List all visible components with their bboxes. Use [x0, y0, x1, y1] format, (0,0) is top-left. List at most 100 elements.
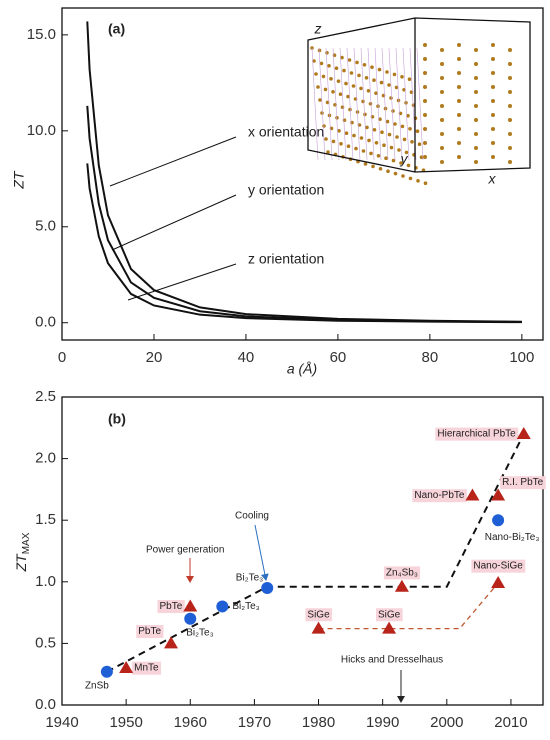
point [184, 612, 197, 625]
point [261, 581, 274, 594]
x-tick-label: 1950 [109, 714, 142, 731]
y-tick-label: 0.0 [35, 314, 56, 331]
y-tick-label: 15.0 [27, 26, 56, 43]
annotation-arrow [254, 524, 269, 581]
atom [508, 132, 512, 136]
atom [440, 146, 444, 150]
point [491, 488, 506, 501]
atom [363, 112, 367, 117]
atom [508, 104, 512, 108]
atom [342, 68, 346, 73]
bond [346, 47, 354, 161]
point [465, 488, 480, 501]
atom [423, 99, 427, 103]
y-tick-label: 0.0 [35, 696, 56, 713]
atom [423, 71, 427, 75]
atom [352, 133, 356, 138]
atom [457, 141, 461, 145]
point [394, 579, 409, 592]
inset-axis-label: z [314, 21, 322, 37]
atom [366, 89, 371, 93]
atom [440, 104, 444, 108]
atom [355, 60, 359, 65]
series-label: y orientation [248, 182, 324, 198]
atom [417, 142, 422, 146]
atom [344, 131, 349, 135]
series-label: x orientation [248, 124, 324, 140]
atom [404, 150, 409, 155]
atom [387, 132, 392, 137]
atom [440, 118, 444, 122]
atom [457, 85, 461, 89]
atom [491, 43, 495, 47]
atom [385, 70, 389, 74]
atom [474, 76, 478, 80]
atom [491, 127, 495, 131]
atom [508, 48, 512, 52]
atom [457, 71, 461, 75]
inset-box [307, 17, 531, 173]
point [164, 636, 179, 649]
atom [396, 98, 401, 103]
atom [423, 57, 427, 61]
atom [339, 142, 343, 146]
leader-line [127, 263, 237, 301]
point [516, 426, 531, 439]
y-tick-label: 0.5 [35, 634, 56, 651]
point-label: MnTe [134, 663, 159, 674]
atom [331, 139, 336, 144]
point-label: Bi₂Te₃ [232, 601, 259, 612]
inset-axis-label: y [400, 151, 409, 167]
atom [316, 85, 320, 89]
atom [440, 132, 444, 136]
atom [361, 99, 365, 104]
atom [371, 164, 375, 169]
atom [326, 150, 330, 154]
atom [377, 67, 382, 72]
bond [381, 47, 389, 161]
atom [423, 85, 427, 89]
atom [440, 62, 444, 66]
atom [338, 92, 343, 96]
atom [346, 94, 350, 99]
atom [394, 85, 399, 90]
bond [367, 47, 375, 161]
atom [508, 76, 512, 80]
atom [380, 130, 384, 134]
point-label: Zn₄Sb₃ [386, 567, 418, 578]
x-tick-label: 2010 [494, 714, 527, 731]
point-label: R.I. PbTe [502, 477, 544, 488]
atom [359, 86, 363, 91]
point [100, 665, 113, 678]
x-tick-label: 1960 [174, 714, 207, 731]
atom [491, 99, 495, 103]
atom [378, 167, 383, 171]
atom [457, 57, 461, 61]
atom [408, 127, 412, 131]
atom [491, 71, 495, 75]
atom [337, 129, 341, 133]
atom [334, 66, 339, 70]
point-label: SiGe [378, 609, 401, 620]
atom [329, 77, 333, 81]
atom [423, 127, 427, 131]
atom [344, 81, 348, 86]
annotation: Cooling [235, 511, 269, 522]
atom [457, 113, 461, 117]
bond [325, 47, 333, 161]
atom [342, 118, 347, 122]
y-axis-label-main: ZT [13, 553, 29, 573]
bond [416, 47, 424, 161]
atom [357, 123, 362, 127]
bond [318, 47, 326, 161]
atom [319, 61, 324, 66]
atom [357, 73, 361, 78]
trend-line [318, 582, 499, 630]
atom [370, 115, 375, 119]
atom [322, 124, 326, 128]
x-tick-label: 60 [330, 349, 347, 366]
atom [336, 79, 341, 83]
x-tick-label: 40 [238, 349, 255, 366]
plot-frame [61, 7, 544, 341]
atom [367, 138, 371, 143]
